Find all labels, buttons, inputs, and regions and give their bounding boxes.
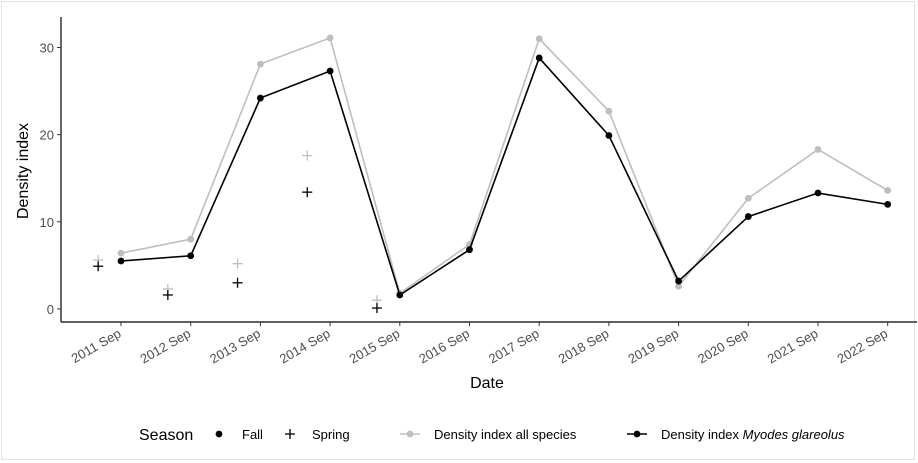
myodes-point bbox=[675, 277, 682, 285]
all-species-point bbox=[187, 235, 195, 243]
legend-season-title: Season bbox=[139, 427, 193, 444]
spring-points bbox=[93, 150, 382, 314]
y-tick-label: 0 bbox=[47, 302, 54, 317]
x-tick-label: 2017 Sep bbox=[486, 326, 542, 367]
x-tick-label: 2020 Sep bbox=[695, 326, 751, 367]
legend-myodes-species: Myodes glareolus bbox=[743, 427, 845, 442]
spring-myodes-point bbox=[232, 277, 243, 288]
legend-myodes-prefix: Density index bbox=[661, 427, 743, 442]
myodes-point bbox=[466, 246, 473, 254]
x-tick-label: 2015 Sep bbox=[347, 326, 403, 367]
series-all-species bbox=[117, 34, 892, 297]
x-tick-label: 2012 Sep bbox=[137, 326, 193, 367]
x-tick-label: 2013 Sep bbox=[207, 326, 263, 367]
myodes-line bbox=[120, 56, 888, 297]
spring-all-species-point bbox=[232, 258, 243, 269]
legend-fall-label: Fall bbox=[242, 427, 263, 442]
myodes-point bbox=[326, 67, 334, 75]
all-species-point bbox=[605, 107, 613, 115]
y-tick-label: 30 bbox=[40, 41, 54, 56]
all-species-point bbox=[814, 146, 822, 153]
myodes-point bbox=[814, 189, 822, 197]
y-tick-label: 20 bbox=[40, 128, 54, 143]
all-species-point bbox=[675, 282, 682, 290]
spring-all-species-point bbox=[302, 150, 313, 161]
spring-myodes-point bbox=[93, 261, 104, 272]
x-tick-label: 2011 Sep bbox=[69, 326, 124, 366]
myodes-point bbox=[605, 132, 613, 139]
x-tick-label: 2019 Sep bbox=[625, 326, 681, 367]
myodes-point bbox=[396, 291, 404, 299]
series-myodes-glareolus bbox=[117, 54, 892, 299]
legend-myodes-point bbox=[633, 430, 641, 438]
x-tick-label: 2018 Sep bbox=[556, 326, 612, 367]
spring-myodes-point bbox=[302, 187, 313, 198]
legend-spring-label: Spring bbox=[312, 427, 350, 442]
myodes-point bbox=[117, 257, 125, 265]
all-species-point bbox=[257, 60, 264, 68]
myodes-point bbox=[744, 213, 752, 220]
all-species-point bbox=[326, 34, 334, 42]
axes: 0 10 20 30 2011 Sep 2012 Sep 2013 Sep 2014 Sep 2… bbox=[40, 17, 917, 366]
myodes-point bbox=[884, 200, 892, 208]
all-species-point bbox=[744, 194, 752, 202]
spring-myodes-point bbox=[162, 289, 173, 300]
myodes-point bbox=[187, 252, 195, 260]
myodes-point bbox=[257, 94, 264, 102]
spring-myodes-point bbox=[371, 303, 382, 314]
legend-myodes-label: Density index Myodes glareolus bbox=[661, 427, 845, 442]
x-tick-label: 2014 Sep bbox=[277, 326, 333, 367]
x-tick-label: 2021 Sep bbox=[765, 326, 821, 367]
all-species-point bbox=[117, 249, 125, 257]
x-axis-title: Date bbox=[470, 375, 504, 392]
legend-fall-symbol bbox=[215, 430, 223, 438]
all-species-point bbox=[884, 187, 892, 194]
y-tick-label: 10 bbox=[40, 215, 54, 230]
x-tick-label: 2016 Sep bbox=[416, 326, 472, 367]
all-species-line bbox=[120, 36, 889, 295]
all-species-point bbox=[535, 35, 543, 43]
legend-all-species-label: Density index all species bbox=[434, 427, 577, 442]
myodes-point bbox=[535, 54, 543, 62]
legend: Season Fall Spring Density index all specie… bbox=[139, 427, 845, 444]
y-axis-title: Density index bbox=[15, 123, 32, 219]
x-tick-label: 2022 Sep bbox=[834, 326, 890, 367]
legend-all-species-point bbox=[406, 430, 414, 438]
